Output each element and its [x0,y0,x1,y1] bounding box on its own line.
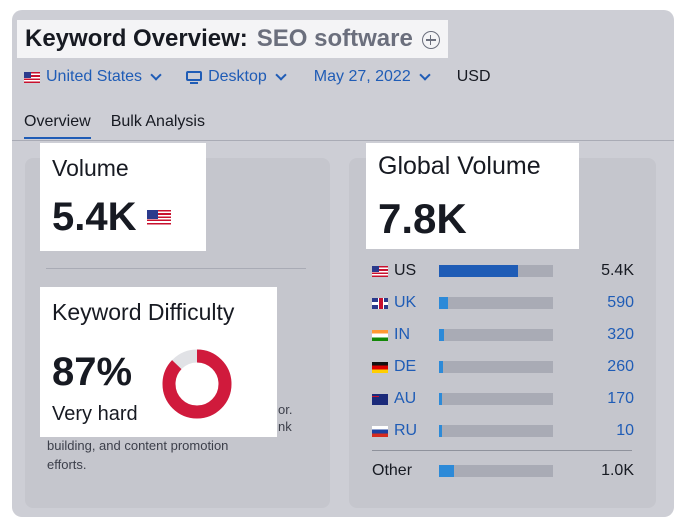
tab-bulk-analysis[interactable]: Bulk Analysis [110,113,205,130]
country-row-ru[interactable]: RU 10 [372,420,634,442]
date-selector[interactable]: May 27, 2022 [313,68,431,86]
date-label: May 27, 2022 [313,68,411,85]
volume-bar-fill [439,329,444,341]
country-row-au[interactable]: AU 170 [372,388,634,410]
global-volume-value: 7.8K [378,195,467,242]
country-row-other: Other 1.0K [372,460,634,482]
australia-flag-icon [372,393,388,405]
tab-overview[interactable]: Overview [24,113,91,139]
volume-label: Volume [52,155,129,181]
currency-label: USD [456,68,491,85]
country-volume[interactable]: 170 [607,390,634,407]
filter-bar: United States Desktop May 27, 2022 USD [24,66,491,88]
volume-bar [439,393,553,405]
country-label[interactable]: DE [372,358,439,376]
country-code: US [394,262,417,279]
volume-bar [439,465,553,477]
keyword-difficulty-widget: Keyword Difficulty 87% Very hard [40,287,277,437]
country-code[interactable]: UK [394,294,417,311]
russia-flag-icon [372,425,388,437]
volume-bar [439,361,553,373]
country-code[interactable]: IN [394,326,410,343]
chevron-down-icon [150,68,162,81]
country-code[interactable]: DE [394,358,417,375]
other-label: Other [372,462,413,479]
volume-bar-fill [439,465,454,477]
kd-description-line: building, and content promotion [47,438,229,453]
country-row-us: US 5.4K [372,260,634,282]
volume-bar [439,297,553,309]
country-volume: 5.4K [601,262,634,279]
country-label[interactable]: AU [372,390,439,408]
keyword-text: SEO software [256,25,413,52]
country-label[interactable]: UK [372,294,439,312]
us-flag-icon [372,265,388,277]
uk-flag-icon [372,297,388,309]
us-flag-icon [146,209,171,226]
volume-bar [439,329,553,341]
country-volume[interactable]: 10 [616,422,634,439]
page-title: Keyword Overview: SEO software [17,20,448,58]
country-row-in[interactable]: IN 320 [372,324,634,346]
country-volume[interactable]: 590 [607,294,634,311]
volume-bar [439,425,553,437]
country-label[interactable]: IN [372,326,439,344]
country-label: US [372,262,439,280]
divider [372,450,632,451]
country-code[interactable]: AU [394,390,417,407]
device-selector[interactable]: Desktop [186,68,287,86]
us-flag-icon [24,71,40,83]
kd-donut-chart [162,349,232,419]
volume-value: 5.4K [52,195,137,239]
volume-bar-fill [439,265,518,277]
global-volume-label: Global Volume [378,152,541,180]
country-label: United States [46,68,143,85]
india-flag-icon [372,329,388,341]
country-selector[interactable]: United States [24,68,162,86]
germany-flag-icon [372,361,388,373]
kd-description-fragment: or. [278,402,293,417]
volume-bar-fill [439,425,443,437]
country-code[interactable]: RU [394,422,418,439]
volume-widget: Volume 5.4K [40,143,206,251]
volume-bar-fill [439,393,443,405]
volume-bar-fill [439,297,448,309]
volume-bar-fill [439,361,443,373]
device-label: Desktop [208,68,267,85]
country-row-uk[interactable]: UK 590 [372,292,634,314]
kd-label: Keyword Difficulty [52,299,235,325]
country-label[interactable]: RU [372,422,439,440]
volume-value-row: 5.4K [52,195,171,240]
volume-bar [439,265,553,277]
country-row-de[interactable]: DE 260 [372,356,634,378]
kd-donut-fill [162,349,232,419]
plus-circle-icon[interactable] [421,31,440,49]
country-volume: 1.0K [601,462,634,479]
chevron-down-icon [419,68,431,81]
global-volume-widget: Global Volume 7.8K [366,143,579,249]
desktop-icon [186,70,203,84]
kd-value: 87% [52,350,133,394]
page-title-text: Keyword Overview: [25,25,248,52]
tab-bar: Overview Bulk Analysis [24,113,205,139]
kd-level: Very hard [52,403,138,425]
divider [46,268,306,269]
kd-description-line: efforts. [47,457,87,472]
country-volume[interactable]: 320 [607,326,634,343]
chevron-down-icon [275,68,287,81]
tabs-divider [12,140,674,141]
kd-description-fragment: nk [278,419,292,434]
country-volume[interactable]: 260 [607,358,634,375]
